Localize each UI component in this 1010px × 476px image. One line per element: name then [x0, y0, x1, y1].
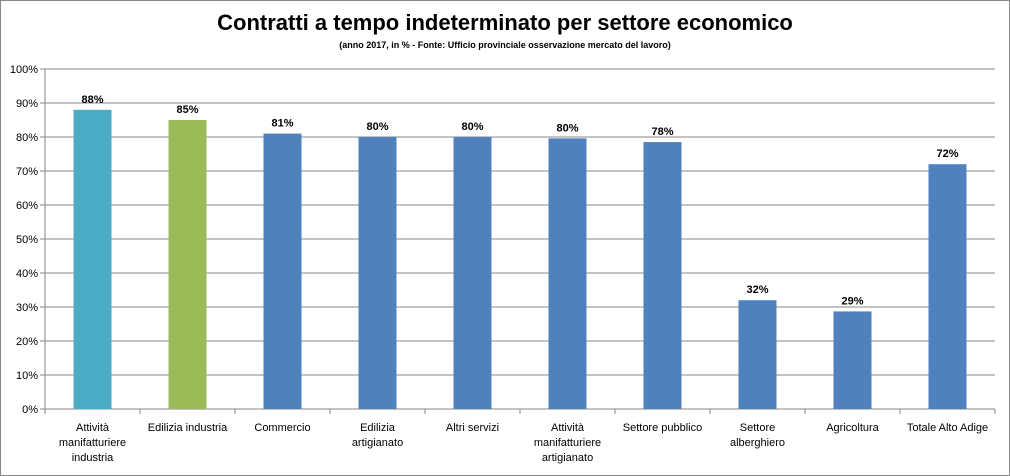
category-label: Edilizia artigianato [352, 422, 403, 449]
category-label: Edilizia industria [148, 422, 228, 434]
y-tick-label: 30% [16, 302, 38, 314]
y-tick-label: 80% [16, 132, 38, 144]
category-label: Settore pubblico [623, 422, 703, 434]
category-label: Agricoltura [826, 422, 879, 434]
category-label: Altri servizi [446, 422, 499, 434]
y-tick-label: 70% [16, 166, 38, 178]
data-label: 29% [841, 295, 863, 307]
chart-subtitle: (anno 2017, in % - Fonte: Ufficio provin… [339, 40, 671, 50]
bar [738, 300, 777, 409]
y-tick-label: 50% [16, 234, 38, 246]
chart-title: Contratti a tempo indeterminato per sett… [217, 10, 793, 35]
data-label: 80% [556, 122, 578, 134]
y-tick-label: 60% [16, 200, 38, 212]
data-label: 81% [271, 118, 293, 130]
data-label: 78% [651, 126, 673, 138]
bar [928, 164, 967, 409]
y-tick-label: 10% [16, 370, 38, 382]
bar [643, 142, 682, 409]
y-tick-label: 40% [16, 268, 38, 280]
bar [168, 120, 207, 409]
data-label: 80% [461, 121, 483, 133]
data-label: 80% [366, 121, 388, 133]
data-label: 72% [936, 148, 958, 160]
category-label: Commercio [254, 422, 310, 434]
bar [263, 133, 302, 409]
data-label: 85% [176, 104, 198, 116]
y-tick-label: 20% [16, 336, 38, 348]
category-label: Totale Alto Adige [907, 422, 988, 434]
bar [453, 137, 492, 409]
category-label: Attività manifatturiere industria [59, 422, 126, 464]
y-tick-label: 90% [16, 98, 38, 110]
bar [548, 138, 587, 410]
bar [833, 311, 872, 409]
category-label: Settore alberghiero [730, 422, 785, 449]
bar [73, 109, 112, 410]
y-tick-label: 100% [10, 64, 38, 76]
data-label: 32% [746, 284, 768, 296]
data-label: 88% [81, 94, 103, 106]
bar [358, 137, 397, 409]
y-tick-label: 0% [22, 404, 38, 416]
category-label: Attività manifatturiere artigianato [534, 422, 601, 464]
